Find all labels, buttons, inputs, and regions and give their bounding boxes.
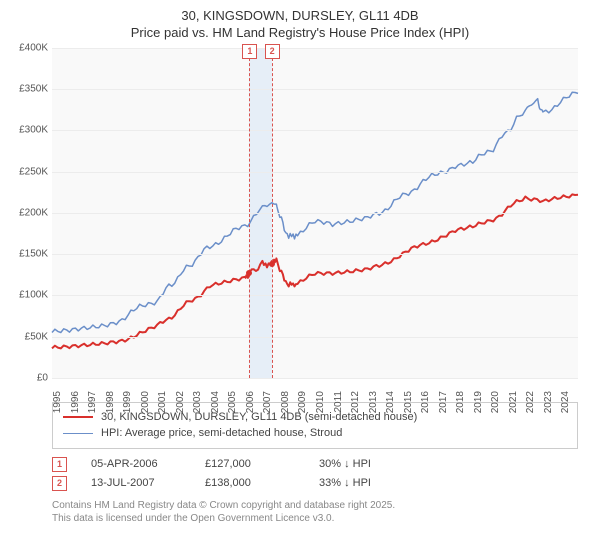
x-tick-label: 1999 bbox=[122, 391, 133, 413]
x-tick-label: 2004 bbox=[210, 391, 221, 413]
table-row: 1 05-APR-2006 £127,000 30% ↓ HPI bbox=[52, 457, 578, 472]
title-line-2: Price paid vs. HM Land Registry's House … bbox=[12, 25, 588, 42]
transaction-pct-vs-hpi: 30% ↓ HPI bbox=[319, 458, 409, 470]
x-tick-label: 2020 bbox=[490, 391, 501, 413]
x-tick-label: 2014 bbox=[385, 391, 396, 413]
transaction-date: 13-JUL-2007 bbox=[91, 477, 181, 489]
legend-label: HPI: Average price, semi-detached house,… bbox=[101, 425, 342, 442]
chart-container: 30, KINGSDOWN, DURSLEY, GL11 4DB Price p… bbox=[0, 0, 600, 533]
x-tick-label: 2023 bbox=[543, 391, 554, 413]
transaction-marker-icon: 2 bbox=[52, 476, 67, 491]
x-tick-label: 2001 bbox=[157, 391, 168, 413]
x-tick-label: 1997 bbox=[87, 391, 98, 413]
x-tick-label: 2002 bbox=[175, 391, 186, 413]
legend-item: HPI: Average price, semi-detached house,… bbox=[63, 425, 567, 442]
x-tick-label: 2017 bbox=[438, 391, 449, 413]
x-tick-label: 2022 bbox=[525, 391, 536, 413]
x-tick-label: 2016 bbox=[420, 391, 431, 413]
transactions-table: 1 05-APR-2006 £127,000 30% ↓ HPI 2 13-JU… bbox=[52, 457, 578, 491]
y-tick-label: £350K bbox=[19, 84, 48, 95]
sale-marker-icon: 2 bbox=[265, 44, 280, 59]
plot-region: 12 bbox=[52, 48, 578, 378]
x-tick-label: 2000 bbox=[140, 391, 151, 413]
x-axis: 1995199619971998199920002001200220032004… bbox=[52, 378, 578, 398]
y-tick-label: £150K bbox=[19, 249, 48, 260]
transaction-marker-icon: 1 bbox=[52, 457, 67, 472]
y-tick-label: £400K bbox=[19, 42, 48, 53]
legend-swatch bbox=[63, 433, 93, 434]
sale-point-icon bbox=[269, 261, 275, 267]
legend-swatch bbox=[63, 416, 93, 418]
y-tick-label: £250K bbox=[19, 166, 48, 177]
attribution: Contains HM Land Registry data © Crown c… bbox=[52, 499, 588, 525]
x-tick-label: 1998 bbox=[105, 391, 116, 413]
x-tick-label: 2007 bbox=[262, 391, 273, 413]
x-tick-label: 2008 bbox=[280, 391, 291, 413]
x-tick-label: 2019 bbox=[473, 391, 484, 413]
transaction-pct-vs-hpi: 33% ↓ HPI bbox=[319, 477, 409, 489]
x-tick-label: 2013 bbox=[368, 391, 379, 413]
attribution-line: Contains HM Land Registry data © Crown c… bbox=[52, 499, 588, 512]
x-tick-label: 2021 bbox=[508, 391, 519, 413]
y-tick-label: £50K bbox=[25, 331, 48, 342]
y-tick-label: £100K bbox=[19, 290, 48, 301]
title-line-1: 30, KINGSDOWN, DURSLEY, GL11 4DB bbox=[12, 8, 588, 25]
x-tick-label: 2005 bbox=[227, 391, 238, 413]
y-tick-label: £0 bbox=[37, 372, 48, 383]
x-tick-label: 2003 bbox=[192, 391, 203, 413]
chart-title: 30, KINGSDOWN, DURSLEY, GL11 4DB Price p… bbox=[12, 8, 588, 42]
y-axis: £0£50K£100K£150K£200K£250K£300K£350K£400… bbox=[12, 48, 50, 378]
y-tick-label: £200K bbox=[19, 207, 48, 218]
transaction-price: £138,000 bbox=[205, 477, 295, 489]
transaction-date: 05-APR-2006 bbox=[91, 458, 181, 470]
x-tick-label: 2018 bbox=[455, 391, 466, 413]
y-tick-label: £300K bbox=[19, 125, 48, 136]
x-tick-label: 2006 bbox=[245, 391, 256, 413]
chart-area: £0£50K£100K£150K£200K£250K£300K£350K£400… bbox=[52, 48, 578, 398]
x-tick-label: 2024 bbox=[560, 391, 571, 413]
x-tick-label: 1996 bbox=[70, 391, 81, 413]
x-tick-label: 2010 bbox=[315, 391, 326, 413]
x-tick-label: 1995 bbox=[52, 391, 63, 413]
x-tick-label: 2011 bbox=[333, 391, 344, 413]
table-row: 2 13-JUL-2007 £138,000 33% ↓ HPI bbox=[52, 476, 578, 491]
x-tick-label: 2015 bbox=[403, 391, 414, 413]
sale-marker-icon: 1 bbox=[242, 44, 257, 59]
x-tick-label: 2009 bbox=[297, 391, 308, 413]
transaction-price: £127,000 bbox=[205, 458, 295, 470]
x-tick-label: 2012 bbox=[350, 391, 361, 413]
attribution-line: This data is licensed under the Open Gov… bbox=[52, 512, 588, 525]
sale-point-icon bbox=[246, 270, 252, 276]
